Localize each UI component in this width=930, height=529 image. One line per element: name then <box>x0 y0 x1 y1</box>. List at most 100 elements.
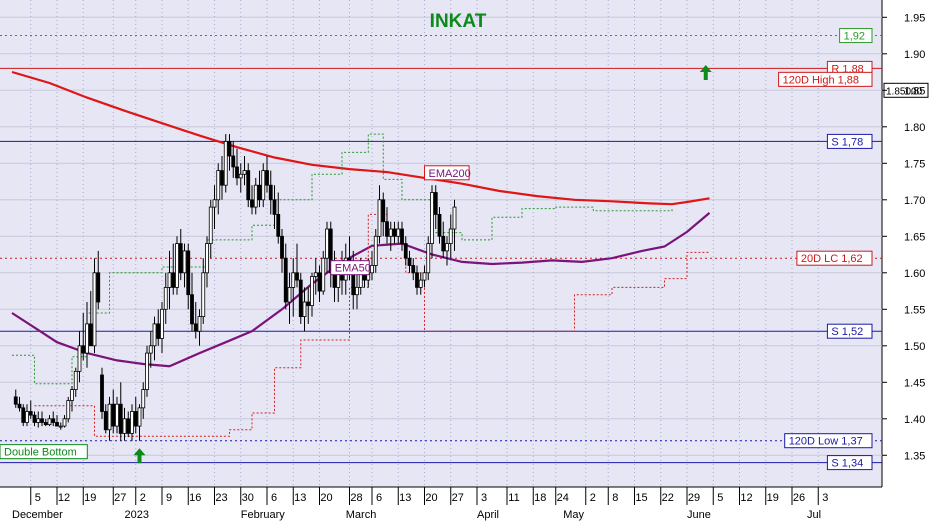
candle-body <box>122 418 127 434</box>
candle-body <box>51 418 56 423</box>
candle-body <box>238 173 243 179</box>
series-line-ema50 <box>11 212 711 368</box>
candle-body <box>426 243 431 274</box>
date-tick-label: 12 <box>740 492 752 504</box>
candle-body <box>160 308 164 339</box>
candle-body <box>156 323 161 339</box>
annotation-box <box>0 444 88 460</box>
candle-body <box>17 403 22 409</box>
candle-body <box>261 170 266 201</box>
candle-body <box>291 272 296 288</box>
candle-body <box>148 345 153 354</box>
candle-body <box>145 352 149 391</box>
date-tick-label: 3 <box>822 492 828 504</box>
candle-body <box>265 170 269 186</box>
month-label: March <box>346 509 377 521</box>
date-tick-label: 13 <box>294 492 306 504</box>
candle-body <box>205 243 209 274</box>
candle-body <box>163 286 168 310</box>
price-axis-background <box>882 0 930 524</box>
candle-body <box>310 276 314 307</box>
month-label: June <box>687 509 711 521</box>
date-tick-label: 5 <box>717 492 723 504</box>
level-label-box <box>826 455 873 471</box>
candle-body <box>186 250 191 296</box>
candle-body <box>32 414 37 423</box>
buy-arrow-breakout <box>699 65 712 81</box>
candle-layer <box>13 134 457 441</box>
level-label: 120D High 1,88 <box>783 74 859 86</box>
candle-body <box>66 400 71 420</box>
date-tick-label: 27 <box>114 492 126 504</box>
candle-body <box>137 407 142 427</box>
level-label: S 1,52 <box>831 326 863 338</box>
month-label: 2023 <box>125 509 149 521</box>
candle-body <box>100 374 104 412</box>
candle-body <box>295 272 299 281</box>
candle-body <box>388 228 393 237</box>
month-label: December <box>12 509 63 521</box>
price-tick-label: 1.35 <box>904 450 925 462</box>
date-tick-label: 2 <box>140 492 146 504</box>
candle-body <box>130 411 134 434</box>
candle-body <box>167 272 172 288</box>
candle-body <box>212 199 217 208</box>
price-tick-label: 1.80 <box>904 122 925 134</box>
candle-body <box>313 272 318 277</box>
candle-body <box>298 279 303 318</box>
candle-body <box>58 425 63 428</box>
candle-body <box>21 407 26 423</box>
candle-body <box>126 418 131 434</box>
candle-body <box>250 199 254 208</box>
time-axis-background <box>0 487 882 524</box>
date-tick-label: 6 <box>271 492 277 504</box>
candle-body <box>257 184 262 201</box>
date-tick-label: 18 <box>534 492 546 504</box>
price-tick-label: 1.85 <box>904 85 925 97</box>
date-tick-label: 30 <box>242 492 254 504</box>
date-tick-label: 9 <box>166 492 172 504</box>
series-line-ema200 <box>11 70 710 206</box>
candle-body <box>403 243 408 259</box>
date-tick-label: 19 <box>767 492 779 504</box>
level-label: 1,92 <box>844 31 865 43</box>
candle-body <box>152 323 157 347</box>
candle-body <box>235 166 239 179</box>
price-tick-label: 1.65 <box>904 231 925 243</box>
candle-body <box>141 389 146 409</box>
candle-body <box>276 213 281 237</box>
plot-background <box>0 0 882 487</box>
candle-body <box>422 272 427 281</box>
candle-body <box>433 192 438 215</box>
candle-body <box>272 199 277 215</box>
date-tick-label: 20 <box>425 492 437 504</box>
candle-body <box>253 184 258 208</box>
candle-body <box>175 243 179 288</box>
candle-body <box>355 286 359 296</box>
candle-body <box>441 235 446 252</box>
annotation-label: EMA200 <box>429 168 471 180</box>
candle-body <box>302 301 307 318</box>
candle-body <box>246 170 251 201</box>
candle-body <box>182 250 187 274</box>
candle-body <box>317 272 322 292</box>
level-label-box <box>778 71 873 87</box>
level-label: S 1,78 <box>831 136 863 148</box>
candle-body <box>392 228 397 237</box>
date-tick-label: 16 <box>189 492 201 504</box>
month-label: February <box>241 509 286 521</box>
date-tick-label: 26 <box>793 492 805 504</box>
candle-body <box>55 422 59 427</box>
last-price-label: 1.85000 <box>886 86 923 97</box>
candle-body <box>77 345 82 372</box>
candle-body <box>373 235 378 266</box>
candle-body <box>407 257 412 266</box>
candle-body <box>400 228 404 245</box>
date-tick-label: 22 <box>662 492 674 504</box>
price-tick-label: 1.50 <box>904 341 925 353</box>
candle-body <box>445 243 449 252</box>
candle-body <box>325 228 329 259</box>
